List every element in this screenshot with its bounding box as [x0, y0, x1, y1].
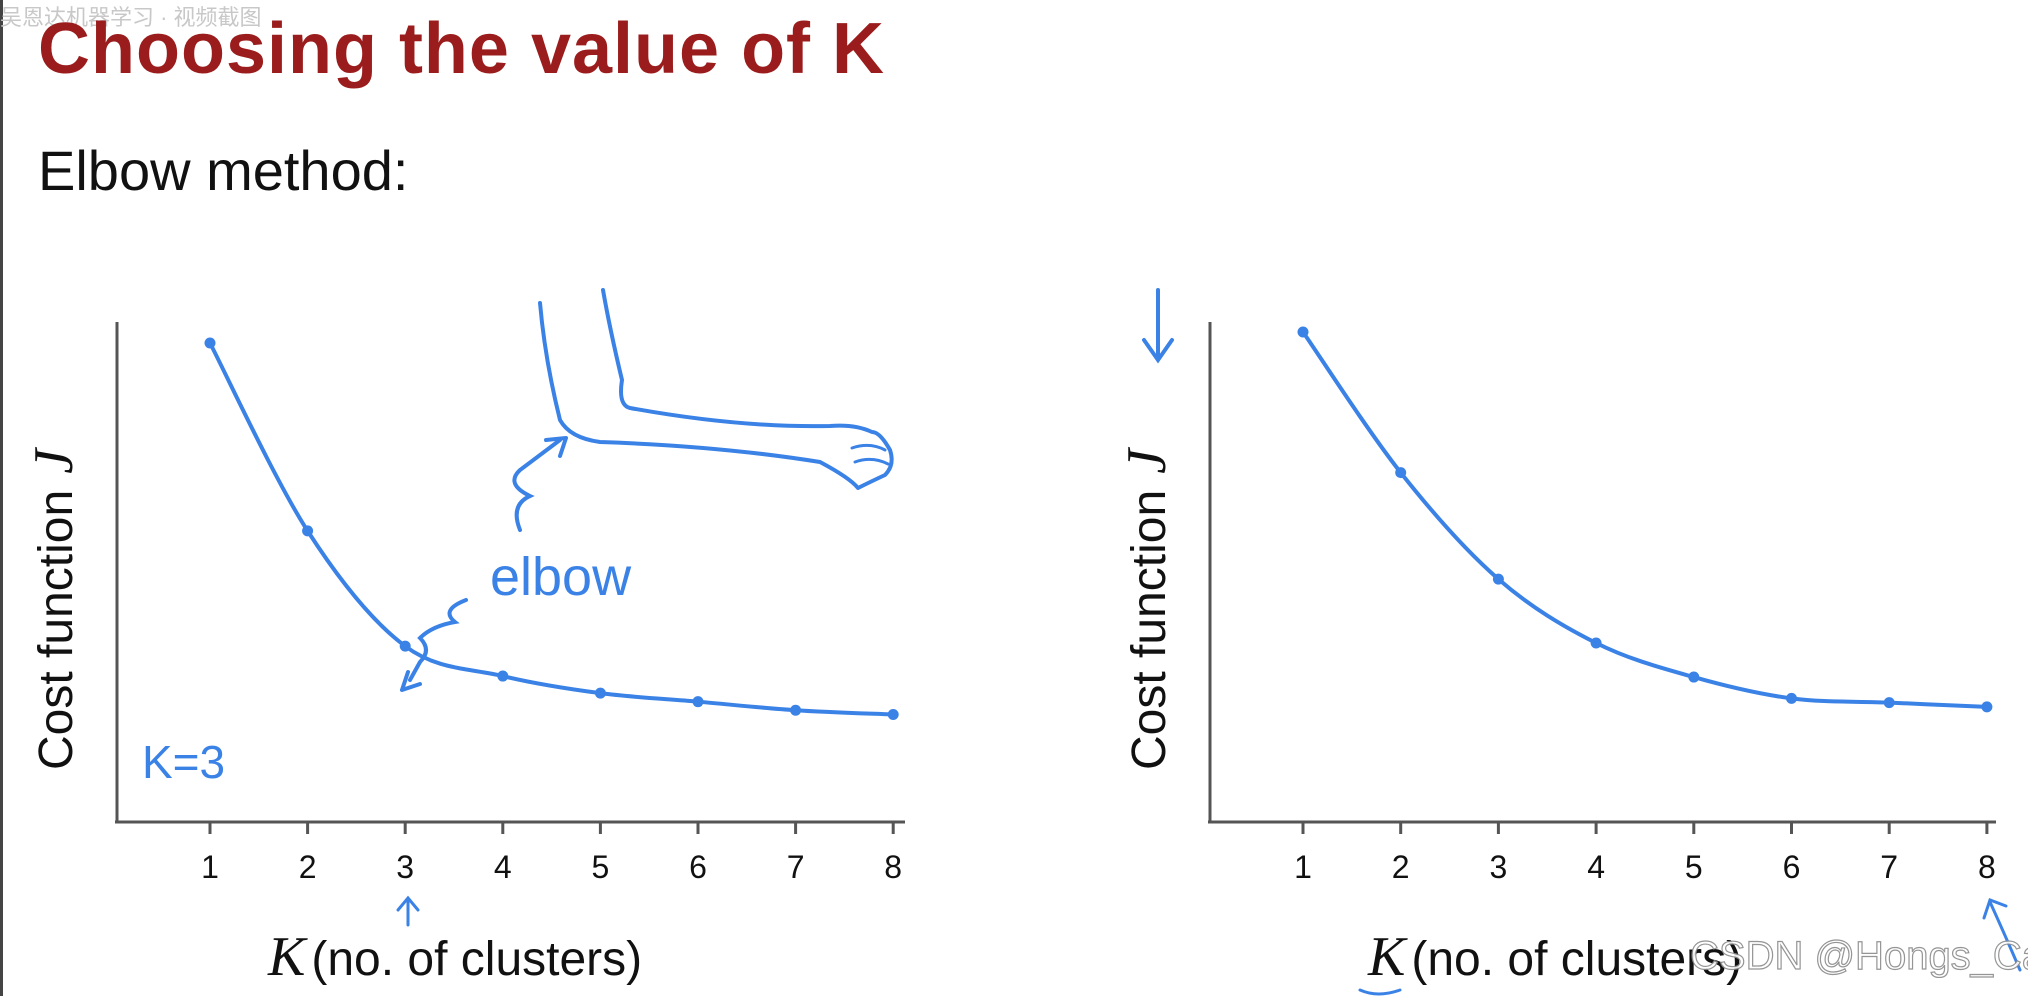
data-point-k3: [1492, 573, 1504, 585]
slide-left-edge: [0, 0, 3, 996]
data-point-k6: [692, 696, 704, 708]
x-tick-label: 4: [1587, 849, 1605, 885]
data-point-k5: [1688, 671, 1700, 683]
data-point-k6: [1786, 692, 1797, 704]
elbow-arrow-lower: [408, 598, 468, 682]
y-axis-label: Cost functionJ: [1116, 446, 1178, 770]
x-tick-label: 3: [396, 849, 414, 885]
chart-right: 1 2 3 4 5 6 7 8 Cost functionJ K (no. of cluster…: [1116, 288, 2022, 996]
data-point-k8: [1981, 701, 1993, 713]
x-tick-label: 7: [1880, 849, 1898, 885]
data-points: [1297, 326, 1993, 713]
data-point-k1: [1297, 326, 1309, 338]
y-axis-label: Cost functionJ: [23, 446, 85, 770]
slide-title: Choosing the value of K: [38, 9, 886, 89]
x-tick-label: 3: [1490, 849, 1508, 885]
x-tick-label: 4: [494, 849, 512, 885]
x-tick-label: 1: [1294, 849, 1312, 885]
chart-left: 1 2 3 4 5 6 7 8 Cost functionJ K (no. of cluster…: [23, 288, 905, 988]
data-point-k2: [1395, 467, 1407, 479]
x-tick-label: 8: [1978, 849, 1996, 885]
data-point-k7: [1883, 697, 1895, 709]
elbow-arrowhead-upper: [544, 436, 568, 458]
x-axis-label: K (no. of clusters): [267, 926, 642, 988]
series-line: [1301, 330, 1989, 709]
x-tick-label: 6: [689, 849, 707, 885]
x-tick-label: 7: [787, 849, 805, 885]
x-tick-label: 2: [299, 849, 317, 885]
elbow-annotation: elbow: [490, 547, 632, 607]
x-axis-label: K (no. of clusters): [1367, 926, 1742, 988]
data-points: [204, 337, 899, 720]
data-point-k5: [594, 687, 606, 699]
k3-pointer-arrow: [396, 895, 420, 927]
csdn-watermark: CSDN @Hongs_Cai: [1689, 933, 2028, 978]
x-tick-label: 2: [1392, 849, 1410, 885]
hand-sketch-icon: [850, 443, 890, 466]
k-underline: [1358, 988, 1402, 996]
x-tick-label: 8: [884, 849, 902, 885]
x-tick-label: 1: [201, 849, 219, 885]
j-down-arrow: [1142, 288, 1174, 364]
data-point-k4: [1590, 637, 1602, 649]
k8-pointer-arrow: [1982, 898, 2022, 972]
x-tick-label: 6: [1783, 849, 1801, 885]
x-ticks: 1 2 3 4 5 6 7 8: [201, 822, 902, 885]
data-point-k2: [302, 525, 314, 537]
slide-subtitle: Elbow method:: [38, 139, 409, 202]
arm-sketch-icon: [538, 288, 894, 490]
x-tick-label: 5: [592, 849, 610, 885]
elbow-arrowhead-lower: [400, 670, 422, 692]
data-point-k7: [790, 704, 802, 716]
data-point-k8: [887, 708, 899, 720]
data-point-k3: [399, 640, 411, 652]
k-equals-3-note: K=3: [142, 736, 225, 788]
data-point-k4: [497, 670, 509, 682]
elbow-arrow-upper: [512, 438, 562, 532]
video-watermark-top: 吴恩达机器学习 · 视频截图: [0, 5, 262, 30]
data-point-k1: [204, 337, 216, 349]
x-tick-label: 5: [1685, 849, 1703, 885]
x-ticks: 1 2 3 4 5 6 7 8: [1294, 822, 1996, 885]
